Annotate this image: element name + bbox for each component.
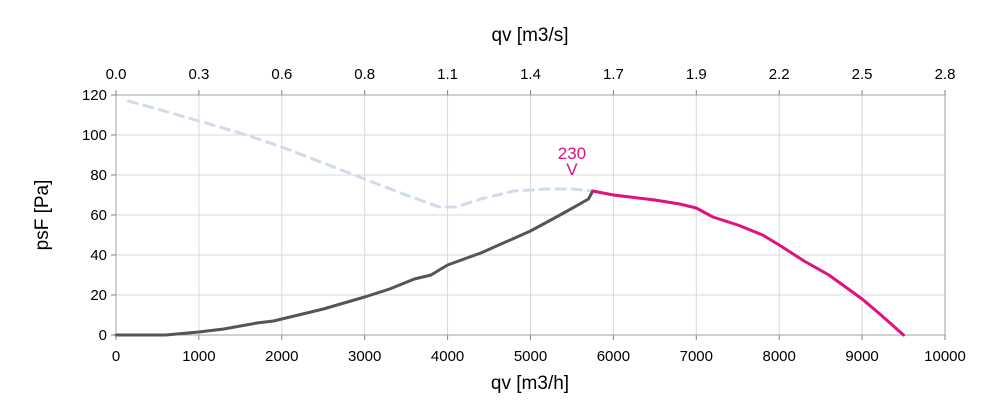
x-tick-label: 2000 <box>265 348 298 365</box>
series-line-2 <box>114 189 595 337</box>
x-tick-label: 5000 <box>514 348 547 365</box>
x-tick-label: 10000 <box>924 348 966 365</box>
x2-tick-label: 2.8 <box>935 66 956 83</box>
y-tick-label: 80 <box>90 167 107 184</box>
x2-tick-label: 0.6 <box>271 66 292 83</box>
y-axis-title: psF [Pa] <box>32 180 53 251</box>
x-axis-title: qv [m3/h] <box>491 373 569 394</box>
axis-layer: 0 1000 2000 3000 4000 5000 6000 7000 8000 9000 100… <box>82 66 966 365</box>
y-tick-label: 60 <box>90 207 107 224</box>
annotation-label: V <box>566 160 578 179</box>
x2-tick-label: 1.1 <box>437 66 458 83</box>
x2-tick-label: 1.9 <box>686 66 707 83</box>
x-tick-label: 6000 <box>597 348 630 365</box>
x2-tick-label: 1.7 <box>603 66 624 83</box>
x2-axis-title: qv [m3/s] <box>491 25 568 46</box>
series-line-1 <box>126 99 595 209</box>
x-tick-label: 9000 <box>845 348 878 365</box>
x2-tick-label: 1.4 <box>520 66 541 83</box>
x2-tick-label: 0.8 <box>354 66 375 83</box>
y-tick-label: 40 <box>90 247 107 264</box>
grid <box>116 95 945 335</box>
y-tick-label: 0 <box>99 327 107 344</box>
y-tick-label: 100 <box>82 127 107 144</box>
x-tick-label: 3000 <box>348 348 381 365</box>
annotation-label: 230 <box>558 144 586 163</box>
x-tick-label: 1000 <box>182 348 215 365</box>
x-tick-label: 0 <box>112 348 120 365</box>
y-tick-label: 20 <box>90 287 107 304</box>
x2-tick-label: 2.5 <box>852 66 873 83</box>
x2-tick-label: 0.3 <box>188 66 209 83</box>
y-tick-label: 120 <box>82 87 107 104</box>
x-tick-label: 7000 <box>680 348 713 365</box>
x-tick-label: 8000 <box>763 348 796 365</box>
x2-tick-label: 2.2 <box>769 66 790 83</box>
x2-tick-label: 0.0 <box>106 66 127 83</box>
series-layer <box>114 99 905 337</box>
series-line-3 <box>591 189 905 337</box>
x-tick-label: 4000 <box>431 348 464 365</box>
